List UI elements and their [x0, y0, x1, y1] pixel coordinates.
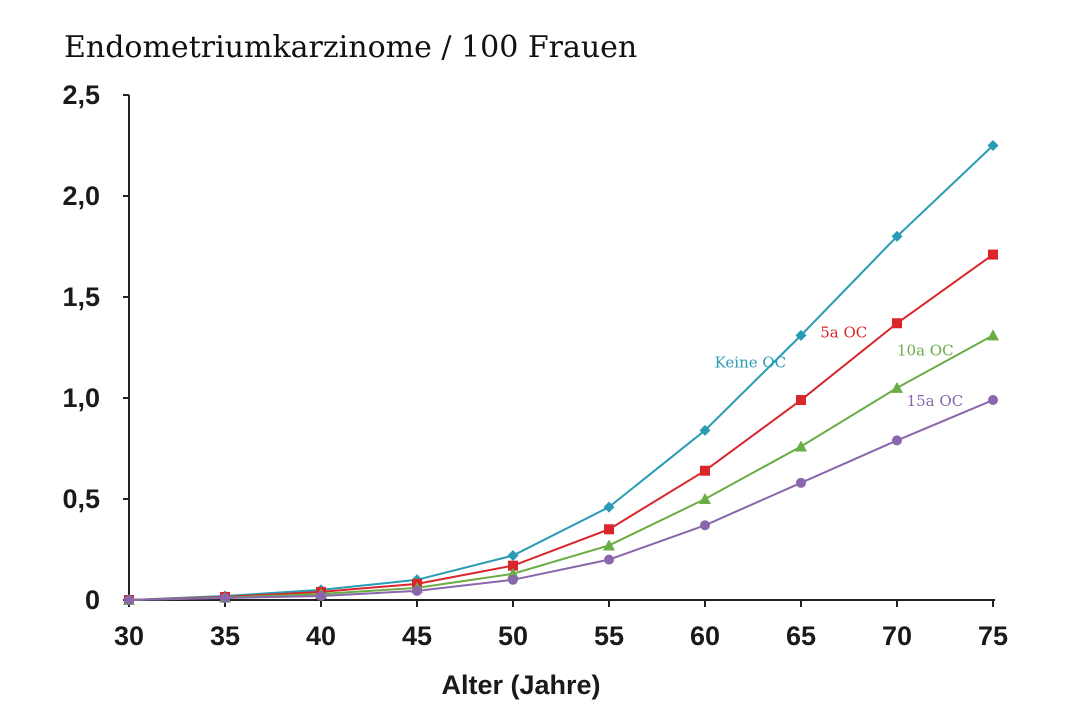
data-point: [795, 440, 807, 452]
chart-axes: [128, 95, 995, 601]
x-tick-label: 40: [306, 621, 336, 651]
series-5a-oc: [124, 249, 998, 605]
data-point: [604, 554, 614, 565]
data-point: [987, 140, 999, 151]
data-point: [988, 395, 998, 406]
x-tick-label: 45: [402, 621, 432, 651]
series-label: 10a OC: [897, 342, 954, 360]
y-tick-label: 2,5: [62, 80, 100, 110]
series-line: [128, 253, 994, 601]
series-10a-oc: [123, 329, 999, 605]
data-point: [508, 560, 518, 571]
data-point: [892, 318, 902, 329]
series-label: 5a OC: [820, 323, 867, 341]
data-point: [603, 539, 615, 551]
data-point: [412, 585, 422, 596]
series-15a-oc: [124, 395, 998, 605]
x-tick-label: 60: [690, 621, 720, 651]
chart-title: Endometriumkarzinome / 100 Frauen: [64, 30, 638, 65]
data-point: [796, 477, 806, 488]
data-point: [700, 520, 710, 531]
data-point: [988, 249, 998, 260]
data-point: [699, 424, 711, 436]
y-tick-label: 0: [85, 585, 100, 615]
series-label: Keine OC: [715, 354, 787, 372]
x-axis-label: Alter (Jahre): [441, 670, 600, 700]
data-point: [891, 230, 903, 242]
data-point: [699, 493, 711, 504]
data-point: [891, 381, 903, 393]
data-point: [603, 501, 615, 513]
series-group: [123, 140, 999, 606]
data-point: [124, 595, 134, 605]
data-point: [700, 465, 710, 476]
x-tick-label: 70: [882, 621, 912, 651]
x-axis-ticks: 30 35 40 45 50 55 60 65 70 75: [114, 600, 1008, 651]
data-point: [507, 550, 519, 562]
series-line: [128, 144, 994, 601]
data-point: [987, 329, 999, 341]
data-point: [508, 574, 518, 585]
series-labels: Keine OC 5a OC 10a OC 15a OC: [715, 323, 964, 410]
y-tick-label: 1,5: [62, 282, 100, 312]
y-tick-label: 2,0: [62, 181, 100, 211]
data-point: [796, 395, 806, 406]
series-keine-oc: [123, 140, 999, 606]
x-tick-label: 75: [978, 621, 1008, 651]
y-axis-ticks: 0 0,5 1,0 1,5 2,0 2,5: [62, 80, 129, 615]
x-tick-label: 65: [786, 621, 816, 651]
x-tick-label: 50: [498, 621, 528, 651]
series-line: [128, 399, 994, 601]
y-tick-label: 1,0: [62, 383, 100, 413]
data-point: [604, 524, 614, 535]
data-point: [795, 329, 807, 341]
series-label: 15a OC: [907, 392, 964, 410]
x-tick-label: 35: [210, 621, 240, 651]
data-point: [316, 590, 326, 601]
x-tick-label: 55: [594, 621, 624, 651]
y-tick-label: 0,5: [62, 484, 100, 514]
data-point: [220, 592, 230, 603]
series-line: [128, 334, 994, 601]
data-point: [892, 435, 902, 446]
x-tick-label: 30: [114, 621, 144, 651]
